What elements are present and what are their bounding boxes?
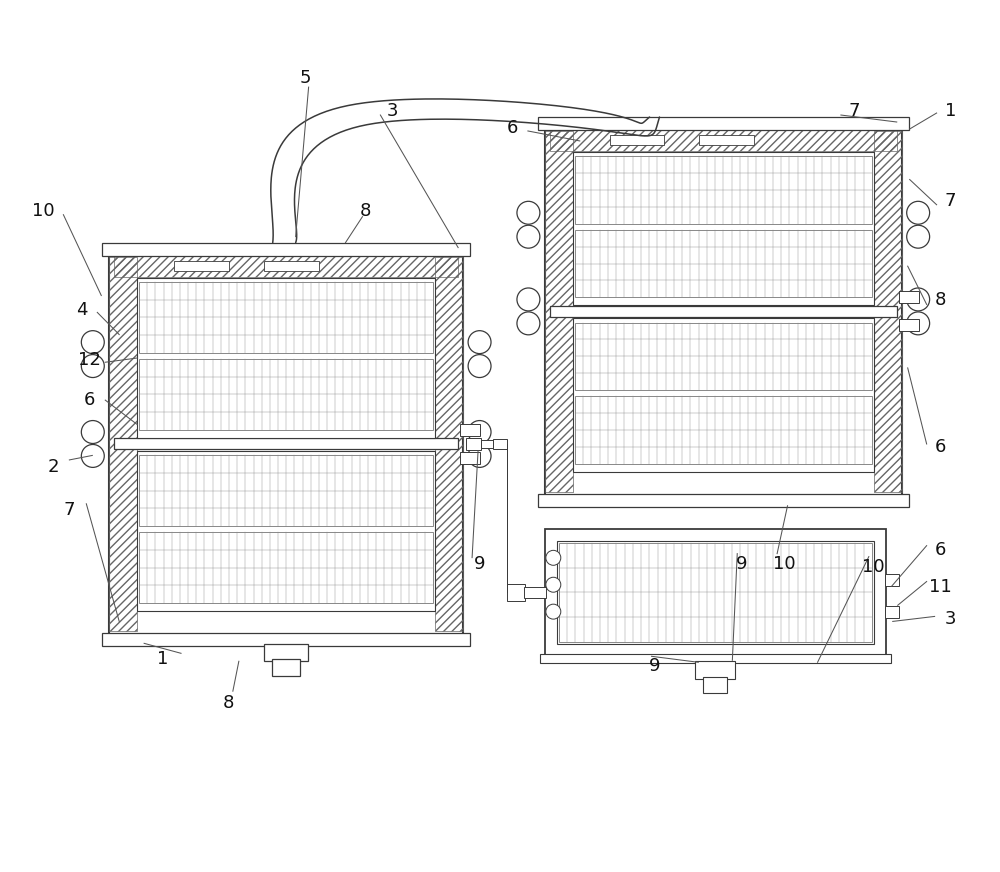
- Bar: [545, 528, 886, 657]
- Bar: [703, 678, 727, 693]
- Bar: [272, 659, 300, 676]
- Circle shape: [81, 355, 104, 378]
- Text: 8: 8: [360, 201, 371, 220]
- Bar: [540, 654, 891, 664]
- Bar: [695, 661, 735, 679]
- Bar: [102, 242, 470, 255]
- Circle shape: [517, 288, 540, 311]
- Bar: [538, 117, 909, 130]
- Circle shape: [468, 420, 491, 444]
- Text: 8: 8: [223, 694, 235, 712]
- Text: 10: 10: [862, 557, 885, 576]
- Bar: [524, 587, 546, 598]
- Text: 8: 8: [935, 291, 946, 310]
- Bar: [114, 439, 458, 449]
- Text: 7: 7: [64, 501, 75, 519]
- Text: 4: 4: [76, 302, 87, 319]
- Text: 7: 7: [848, 102, 860, 120]
- Circle shape: [517, 201, 540, 224]
- Bar: [538, 494, 909, 507]
- Bar: [435, 256, 463, 631]
- Text: 9: 9: [474, 555, 486, 573]
- Bar: [874, 131, 902, 492]
- Circle shape: [468, 355, 491, 378]
- Bar: [559, 542, 872, 643]
- Bar: [899, 291, 919, 303]
- Text: 9: 9: [649, 657, 660, 675]
- Bar: [557, 541, 874, 644]
- Text: 1: 1: [157, 651, 169, 668]
- Circle shape: [468, 445, 491, 467]
- Text: 9: 9: [735, 555, 747, 573]
- Bar: [137, 277, 435, 438]
- Bar: [575, 323, 872, 390]
- Bar: [460, 424, 480, 436]
- Bar: [507, 583, 525, 602]
- Text: 10: 10: [773, 555, 795, 573]
- Circle shape: [907, 201, 930, 224]
- Bar: [139, 533, 433, 603]
- Circle shape: [81, 330, 104, 354]
- Text: 1: 1: [945, 102, 956, 120]
- Bar: [885, 606, 899, 618]
- Bar: [885, 574, 899, 586]
- Bar: [139, 455, 433, 526]
- Circle shape: [546, 577, 561, 592]
- Bar: [109, 249, 463, 639]
- Text: 11: 11: [929, 577, 952, 596]
- Bar: [102, 633, 470, 646]
- Bar: [264, 261, 319, 270]
- Circle shape: [907, 312, 930, 335]
- Text: 5: 5: [300, 69, 311, 87]
- Bar: [610, 135, 664, 145]
- Text: 6: 6: [935, 438, 946, 456]
- Bar: [460, 452, 480, 464]
- Text: 6: 6: [506, 119, 518, 137]
- Circle shape: [517, 225, 540, 249]
- Bar: [699, 135, 754, 145]
- Text: 2: 2: [48, 458, 59, 476]
- Text: 3: 3: [387, 102, 398, 120]
- Bar: [573, 318, 874, 472]
- Circle shape: [907, 288, 930, 311]
- Bar: [174, 261, 229, 270]
- Circle shape: [546, 604, 561, 619]
- Circle shape: [81, 445, 104, 467]
- Text: 12: 12: [78, 351, 101, 369]
- Bar: [109, 256, 137, 631]
- Text: 6: 6: [935, 541, 946, 559]
- Text: 7: 7: [945, 192, 956, 210]
- Circle shape: [468, 330, 491, 354]
- Circle shape: [81, 420, 104, 444]
- Circle shape: [546, 550, 561, 565]
- Bar: [139, 282, 433, 352]
- Bar: [550, 126, 897, 151]
- Text: 6: 6: [84, 392, 95, 409]
- Circle shape: [907, 225, 930, 249]
- Bar: [573, 152, 874, 305]
- Circle shape: [517, 312, 540, 335]
- Text: 10: 10: [32, 201, 55, 220]
- Bar: [575, 396, 872, 464]
- Bar: [139, 359, 433, 430]
- Text: 3: 3: [945, 610, 956, 629]
- Bar: [114, 252, 458, 276]
- Bar: [575, 229, 872, 297]
- Bar: [545, 131, 573, 492]
- Bar: [545, 123, 902, 500]
- Bar: [493, 439, 507, 449]
- Bar: [899, 319, 919, 331]
- Bar: [550, 306, 897, 317]
- Bar: [481, 440, 493, 448]
- Bar: [466, 438, 481, 450]
- Bar: [264, 644, 308, 661]
- Bar: [137, 451, 435, 611]
- Bar: [575, 156, 872, 223]
